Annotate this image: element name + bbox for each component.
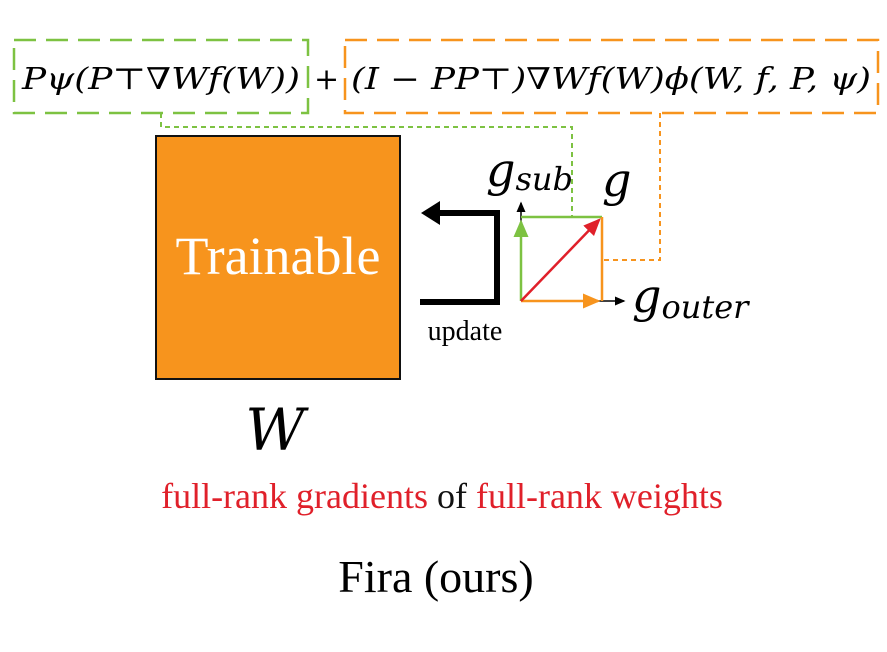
caption-of: of <box>428 476 476 516</box>
g-outer-label: gouter <box>632 269 750 326</box>
formula-outer-term: (I − PP⊤)∇Wf(W)ϕ(W, f, P, ψ) <box>351 62 871 97</box>
caption: full-rank gradients of full-rank weights <box>161 476 723 516</box>
formula-subspace-term: Pψ(P⊤∇Wf(W)) <box>21 62 300 97</box>
g-vector <box>520 218 601 302</box>
trainable-label: Trainable <box>176 226 381 286</box>
subspace-connector <box>160 113 573 216</box>
caption-full-rank-weights: full-rank weights <box>476 476 723 516</box>
formula-plus: + <box>314 62 339 97</box>
trainable-weight-block <box>155 135 401 380</box>
update-arrowhead <box>421 201 440 225</box>
method-name: Fira (ours) <box>338 551 533 602</box>
caption-full-rank-gradients: full-rank gradients <box>161 476 428 516</box>
outer-term-box <box>343 38 880 115</box>
update-label: update <box>428 316 503 347</box>
weight-symbol: W <box>245 396 309 464</box>
g-sub-label: gsub <box>486 143 573 198</box>
outer-connector <box>602 113 661 261</box>
update-arrow <box>420 210 500 305</box>
g-label: g <box>602 153 631 207</box>
